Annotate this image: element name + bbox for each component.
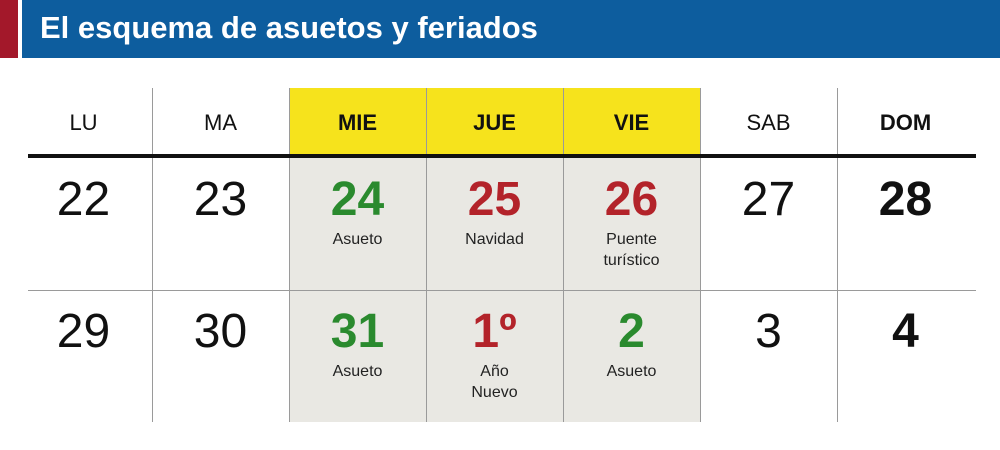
day-number: 3 (755, 305, 782, 358)
day-number: 24 (330, 173, 385, 226)
day-number: 23 (193, 173, 248, 226)
column-divider (563, 88, 564, 422)
column-divider (700, 88, 701, 422)
day-number: 2 (618, 305, 645, 358)
column-divider (426, 88, 427, 422)
day-note: Asueto (332, 363, 383, 380)
column-divider (289, 88, 290, 422)
day-name: SAB (746, 110, 791, 135)
day-number: 27 (741, 173, 796, 226)
day-note: Puente (606, 231, 657, 248)
day-name: LU (69, 110, 98, 135)
header-highlight (426, 88, 563, 154)
day-name: JUE (473, 110, 516, 135)
header-highlight (563, 88, 700, 154)
day-name: VIE (613, 110, 650, 135)
day-number: 4 (892, 305, 919, 358)
day-name: MA (204, 110, 237, 135)
red-strip (0, 0, 18, 58)
day-note: Nuevo (471, 384, 518, 401)
day-note: Año (480, 363, 509, 380)
header-highlight (289, 88, 426, 154)
day-note: turístico (603, 252, 660, 269)
title-bar (22, 0, 1000, 58)
row-divider (28, 290, 976, 291)
day-name: DOM (879, 110, 932, 135)
day-note: Asueto (332, 231, 383, 248)
day-number: 25 (467, 173, 522, 226)
column-divider (837, 88, 838, 422)
header-rule (28, 154, 976, 158)
day-number: 31 (330, 305, 385, 358)
day-number: 30 (193, 305, 248, 358)
day-note: Navidad (465, 231, 524, 248)
day-number: 26 (604, 173, 659, 226)
day-number: 1º (472, 305, 517, 358)
day-name: MIE (337, 110, 378, 135)
day-note: Asueto (606, 363, 657, 380)
title: El esquema de asuetos y feriados (40, 10, 538, 45)
day-number: 29 (56, 305, 111, 358)
day-number: 28 (878, 173, 933, 226)
day-number: 22 (56, 173, 111, 226)
column-divider (152, 88, 153, 422)
